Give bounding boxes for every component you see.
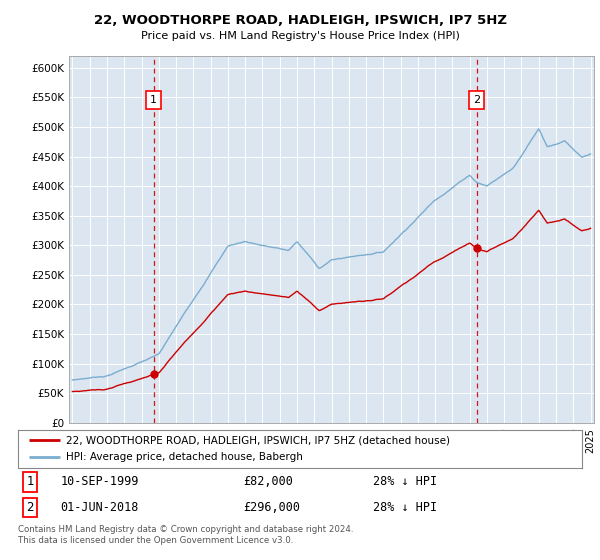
Text: 22, WOODTHORPE ROAD, HADLEIGH, IPSWICH, IP7 5HZ (detached house): 22, WOODTHORPE ROAD, HADLEIGH, IPSWICH, … xyxy=(66,435,450,445)
Text: 2: 2 xyxy=(26,501,34,514)
Text: HPI: Average price, detached house, Babergh: HPI: Average price, detached house, Babe… xyxy=(66,452,303,462)
Text: Price paid vs. HM Land Registry's House Price Index (HPI): Price paid vs. HM Land Registry's House … xyxy=(140,31,460,41)
Text: 01-JUN-2018: 01-JUN-2018 xyxy=(60,501,139,514)
Text: 10-SEP-1999: 10-SEP-1999 xyxy=(60,475,139,488)
Text: 28% ↓ HPI: 28% ↓ HPI xyxy=(373,475,437,488)
Text: 1: 1 xyxy=(26,475,34,488)
Text: Contains HM Land Registry data © Crown copyright and database right 2024.
This d: Contains HM Land Registry data © Crown c… xyxy=(18,525,353,545)
Text: 1: 1 xyxy=(150,95,157,105)
Text: £82,000: £82,000 xyxy=(244,475,293,488)
Text: 28% ↓ HPI: 28% ↓ HPI xyxy=(373,501,437,514)
Text: 2: 2 xyxy=(473,95,480,105)
Text: £296,000: £296,000 xyxy=(244,501,301,514)
Text: 22, WOODTHORPE ROAD, HADLEIGH, IPSWICH, IP7 5HZ: 22, WOODTHORPE ROAD, HADLEIGH, IPSWICH, … xyxy=(94,14,506,27)
